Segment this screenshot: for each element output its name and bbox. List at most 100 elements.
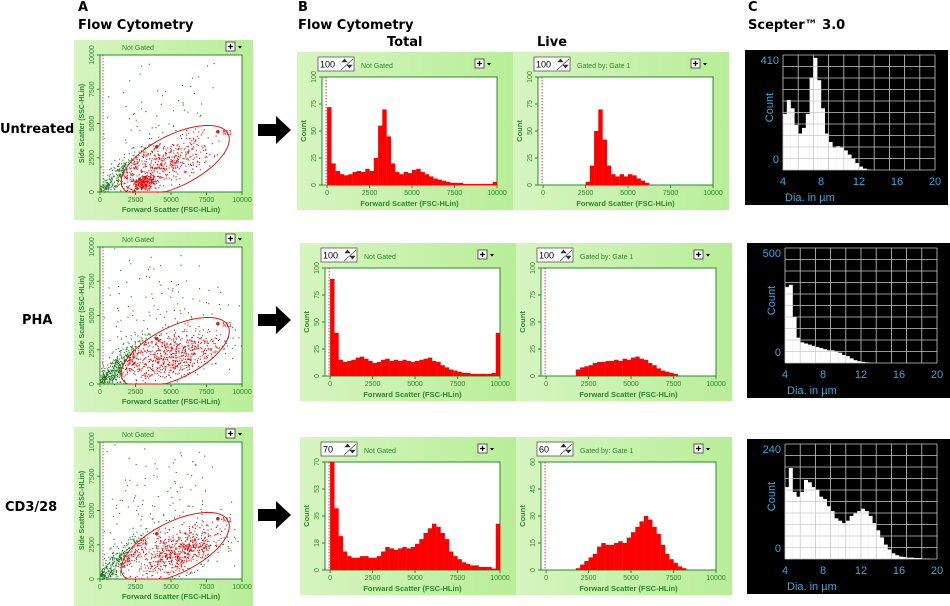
- max-count-spinbox[interactable]: 70: [320, 441, 358, 457]
- scatter-point: [136, 161, 138, 163]
- histogram-bar: [862, 168, 867, 170]
- max-count-spinbox[interactable]: 100: [536, 247, 574, 263]
- scatter-point: [193, 353, 195, 355]
- scatter-point: [181, 548, 183, 550]
- scatter-point: [151, 293, 153, 295]
- scatter-point: [132, 163, 134, 165]
- scatter-point: [152, 571, 154, 573]
- scatter-point: [203, 342, 205, 344]
- x-tick-label: 10000: [232, 389, 252, 396]
- scatter-point: [180, 452, 182, 454]
- scatter-point: [172, 366, 174, 368]
- scatter-point: [103, 189, 105, 191]
- scatter-point: [188, 149, 190, 151]
- scatter-point: [121, 374, 123, 376]
- scatter-point: [125, 349, 127, 351]
- scatter-point: [193, 353, 195, 355]
- scatter-point: [208, 545, 210, 547]
- scatter-point: [141, 176, 143, 178]
- scatter-point: [158, 159, 160, 161]
- max-count-spinbox[interactable]: 60: [536, 441, 574, 457]
- scatter-point: [198, 137, 200, 139]
- scatter-point: [181, 559, 183, 561]
- scatter-point: [170, 552, 172, 554]
- scatter-point: [112, 361, 114, 363]
- scatter-point: [181, 152, 183, 154]
- scatter-point: [130, 161, 132, 163]
- histogram-bar: [450, 182, 455, 185]
- scatter-point: [115, 361, 117, 363]
- scatter-point: [201, 341, 203, 343]
- scatter-point: [200, 563, 202, 565]
- scatter-point: [177, 155, 179, 157]
- scatter-point: [129, 547, 131, 549]
- scatter-point: [143, 187, 145, 189]
- scatter-point: [204, 557, 206, 559]
- scatter-point: [100, 302, 102, 304]
- scatter-point: [178, 556, 180, 558]
- histogram-bar: [830, 511, 835, 559]
- scatter-point: [137, 369, 139, 371]
- scatter-point: [102, 380, 104, 382]
- scatter-point: [211, 354, 213, 356]
- scatter-point: [143, 180, 145, 182]
- scatter-point: [145, 377, 147, 379]
- scatter-point: [144, 181, 146, 183]
- scatter-point: [167, 325, 169, 327]
- scatter-point: [134, 355, 136, 357]
- scatter-point: [160, 352, 162, 354]
- scatter-point: [124, 165, 126, 167]
- max-count-spinbox[interactable]: 100: [317, 56, 355, 72]
- histogram-bar: [622, 543, 627, 570]
- scatter-point: [200, 337, 202, 339]
- scatter-point: [145, 178, 147, 180]
- scatter-point: [193, 131, 195, 133]
- histogram-flow: 60 Gated by: Gate 10 2500 5000 7500 100000153…: [516, 437, 732, 595]
- histogram-bar: [849, 515, 854, 559]
- histogram-bar: [351, 557, 356, 570]
- max-count-spinbox[interactable]: 100: [533, 56, 571, 72]
- scatter-point: [163, 540, 165, 542]
- scatter-point: [182, 511, 184, 513]
- scatter-point: [124, 358, 126, 360]
- scatter-point: [196, 135, 198, 137]
- scatter-point: [191, 549, 193, 551]
- scatter-point: [192, 168, 194, 170]
- scatter-point: [154, 564, 156, 566]
- scatter-point: [202, 355, 204, 357]
- scatter-point: [137, 543, 139, 545]
- scatter-point: [167, 539, 169, 541]
- scatter-point: [136, 353, 138, 355]
- scatter-point: [177, 380, 179, 382]
- scatter-point: [179, 310, 181, 312]
- scatter-point: [169, 563, 171, 565]
- scatter-point: [166, 346, 168, 348]
- scatter-point: [130, 554, 132, 556]
- scatter-point: [157, 563, 159, 565]
- scatter-point: [136, 159, 138, 161]
- panel-label-c: C: [748, 0, 758, 15]
- scatter-point: [112, 561, 114, 563]
- scatter-point: [183, 362, 185, 364]
- scatter-point: [181, 137, 183, 139]
- scatter-point: [132, 357, 134, 359]
- arrow-right-icon: [258, 306, 291, 334]
- max-count-spinbox[interactable]: 100: [320, 247, 358, 263]
- scatter-point: [111, 183, 113, 185]
- scatter-point: [139, 177, 141, 179]
- scatter-point: [148, 333, 150, 335]
- scatter-point: [120, 557, 122, 559]
- scatter-point: [102, 181, 104, 183]
- scatter-point: [181, 551, 183, 553]
- scatter-point: [206, 524, 208, 526]
- scatter-point: [109, 191, 111, 193]
- scatter-point: [117, 362, 119, 364]
- histogram-bar: [410, 362, 416, 376]
- scatter-point: [162, 166, 164, 168]
- y-tick-label: 0: [530, 568, 537, 572]
- scatter-point: [187, 545, 189, 547]
- scatter-point: [110, 186, 112, 188]
- scatter-point: [141, 189, 143, 191]
- histogram-bar: [605, 544, 610, 570]
- histogram-bar: [788, 284, 793, 363]
